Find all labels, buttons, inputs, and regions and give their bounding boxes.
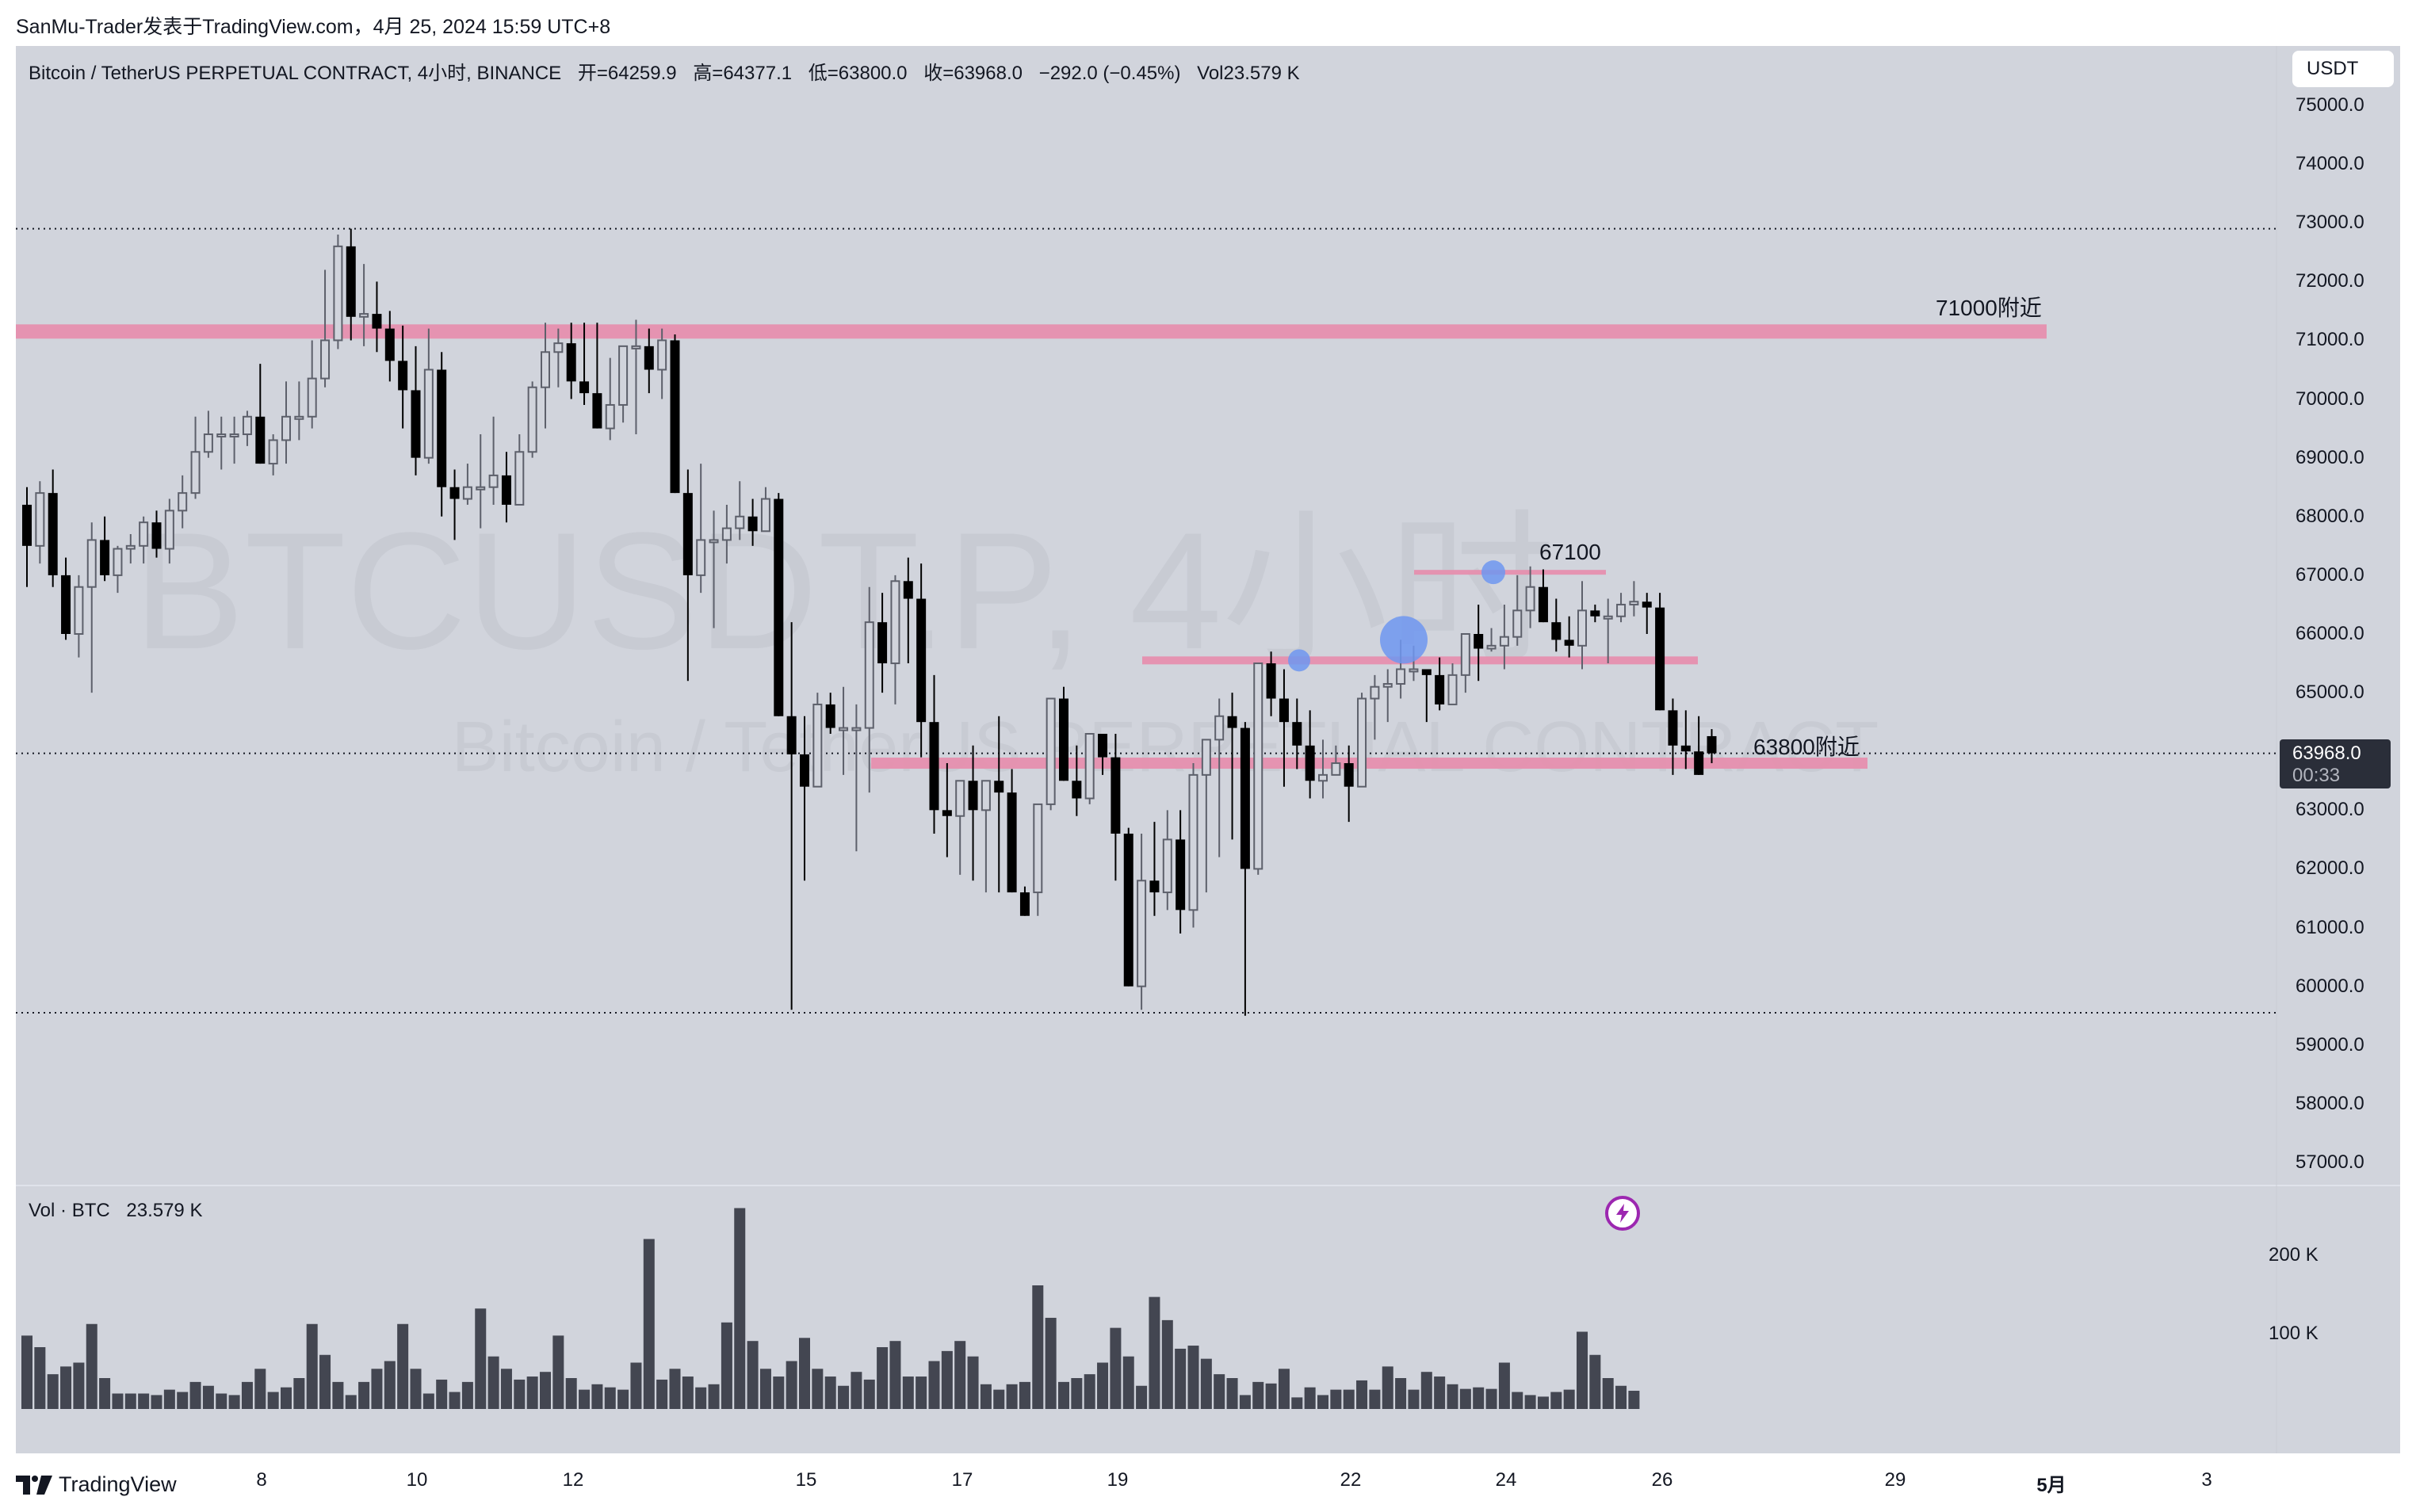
support-resistance-zone[interactable] bbox=[16, 324, 2047, 339]
price-axis-label: 63000.0 bbox=[2296, 799, 2364, 821]
watermark-description: Bitcoin / TetherUS PERPETUAL CONTRACT bbox=[452, 708, 1879, 787]
price-axis-label: 69000.0 bbox=[2296, 446, 2364, 468]
time-axis-label: 19 bbox=[1107, 1469, 1129, 1491]
time-axis-label: 17 bbox=[951, 1469, 973, 1491]
price-axis-label: 70000.0 bbox=[2296, 388, 2364, 410]
support-resistance-zone[interactable] bbox=[1414, 570, 1606, 575]
price-annotation[interactable]: 71000附近 bbox=[1936, 296, 2042, 320]
price-axis-label: 72000.0 bbox=[2296, 270, 2364, 292]
ohlc-low: 低=63800.0 bbox=[808, 63, 908, 84]
price-axis-label: 60000.0 bbox=[2296, 975, 2364, 997]
support-resistance-zone[interactable] bbox=[871, 758, 1867, 769]
ohlc-change: −292.0 (−0.45%) bbox=[1038, 63, 1181, 84]
price-axis-label: 73000.0 bbox=[2296, 212, 2364, 234]
highlight-circle[interactable] bbox=[1481, 560, 1505, 585]
price-axis-label: 74000.0 bbox=[2296, 153, 2364, 175]
price-axis-label: 75000.0 bbox=[2296, 94, 2364, 116]
flash-event-icon[interactable] bbox=[1605, 1196, 1640, 1231]
price-axis-label: 62000.0 bbox=[2296, 857, 2364, 880]
tradingview-logo-icon bbox=[16, 1475, 52, 1495]
time-axis-label: 26 bbox=[1651, 1469, 1673, 1491]
time-axis-label: 12 bbox=[562, 1469, 584, 1491]
time-axis-label: 29 bbox=[1884, 1469, 1906, 1491]
symbol-legend: Bitcoin / TetherUS PERPETUAL CONTRACT, 4… bbox=[29, 57, 1311, 85]
time-axis-label: 15 bbox=[795, 1469, 817, 1491]
ohlc-volume: Vol23.579 K bbox=[1197, 63, 1300, 84]
time-axis-label: 8 bbox=[256, 1469, 267, 1491]
watermark-symbol: BTCUSDT.P, 4小时 bbox=[133, 498, 1554, 684]
volume-bars bbox=[21, 1208, 1640, 1409]
price-axis-label: 65000.0 bbox=[2296, 682, 2364, 704]
tradingview-logo[interactable]: TradingView bbox=[16, 1472, 177, 1497]
currency-button[interactable]: USDT bbox=[2292, 51, 2394, 87]
symbol-title[interactable]: Bitcoin / TetherUS PERPETUAL CONTRACT, 4… bbox=[29, 63, 562, 84]
volume-axis-100k: 100 K bbox=[2269, 1323, 2319, 1344]
time-axis-label: 22 bbox=[1340, 1469, 1362, 1491]
price-axis-label: 66000.0 bbox=[2296, 623, 2364, 644]
price-chart-canvas[interactable]: BTCUSDT.P, 4小时 Bitcoin / TetherUS PERPETU… bbox=[16, 46, 2400, 1453]
price-axis-label: 59000.0 bbox=[2296, 1033, 2364, 1056]
time-axis-label: 5月 bbox=[2036, 1475, 2066, 1496]
price-axis-label: 61000.0 bbox=[2296, 916, 2364, 938]
ohlc-high: 高=64377.1 bbox=[693, 63, 793, 84]
price-axis-label: 57000.0 bbox=[2296, 1151, 2364, 1173]
time-axis-label: 10 bbox=[406, 1469, 428, 1491]
price-axis-label: 67000.0 bbox=[2296, 563, 2364, 586]
time-axis-label: 24 bbox=[1495, 1469, 1517, 1491]
price-annotation[interactable]: 63800附近 bbox=[1753, 735, 1860, 759]
price-axis-label: 71000.0 bbox=[2296, 329, 2364, 351]
candles bbox=[22, 228, 1717, 1016]
lightning-icon bbox=[1616, 1204, 1629, 1223]
price-axis-label: 58000.0 bbox=[2296, 1092, 2364, 1114]
bar-countdown: 00:33 bbox=[2292, 765, 2341, 786]
ohlc-close: 收=63968.0 bbox=[923, 63, 1023, 84]
highlight-circle[interactable] bbox=[1288, 649, 1310, 672]
last-price-tag: 63968.0 00:33 bbox=[2280, 739, 2391, 788]
volume-legend: Vol · BTC 23.579 K bbox=[29, 1200, 213, 1222]
volume-legend-label[interactable]: Vol · BTC bbox=[29, 1200, 110, 1221]
price-annotation[interactable]: 67100 bbox=[1539, 540, 1601, 564]
time-axis-label: 3 bbox=[2201, 1469, 2212, 1491]
price-axis-label: 68000.0 bbox=[2296, 505, 2364, 527]
chart-frame[interactable]: Bitcoin / TetherUS PERPETUAL CONTRACT, 4… bbox=[16, 46, 2400, 1496]
publisher-caption: SanMu-Trader发表于TradingView.com，4月 25, 20… bbox=[16, 16, 611, 38]
volume-legend-value: 23.579 K bbox=[126, 1200, 203, 1221]
highlight-circle[interactable] bbox=[1380, 616, 1428, 664]
volume-axis-200k: 200 K bbox=[2269, 1244, 2319, 1266]
support-resistance-zone[interactable] bbox=[1142, 656, 1698, 665]
last-price-value: 63968.0 bbox=[2292, 743, 2361, 764]
ohlc-open: 开=64259.9 bbox=[577, 63, 677, 84]
footer-brand: TradingView bbox=[59, 1472, 177, 1496]
